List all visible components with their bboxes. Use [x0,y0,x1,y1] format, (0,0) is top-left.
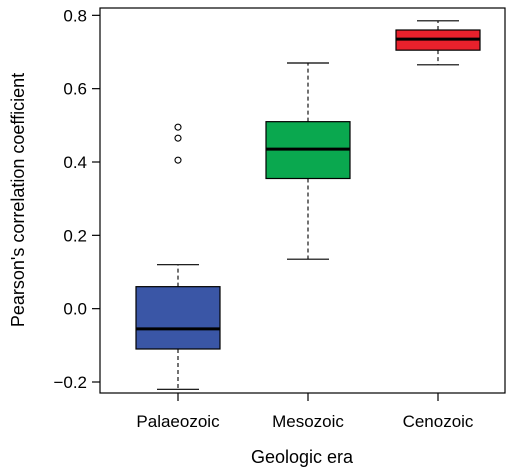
x-tick-label: Palaeozoic [136,412,220,431]
outlier-point [174,134,182,142]
box-palaeozoic [135,123,221,390]
y-tick-label: 0.2 [63,226,87,245]
plot-frame [99,7,506,394]
y-tick-label: 0.0 [63,300,87,319]
box-series [135,20,481,390]
x-axis-label: Geologic era [251,447,354,467]
y-tick-label: 0.8 [63,6,87,25]
outlier-point [174,123,182,131]
x-axis: Palaeozoic Mesozoic Cenozoic [136,393,474,431]
y-tick-label: −0.2 [53,373,87,392]
box-mesozoic [265,62,351,260]
interquartile-box [135,286,221,350]
box-cenozoic [395,20,481,66]
y-tick-label: 0.6 [63,80,87,99]
outlier-point [174,156,182,164]
x-tick-label: Cenozoic [403,412,474,431]
y-axis-label: Pearson's correlation coefficient [8,73,28,327]
y-tick-label: 0.4 [63,153,87,172]
y-axis: −0.2 0.0 0.2 0.4 0.6 0.8 [53,6,100,392]
x-tick-label: Mesozoic [272,412,344,431]
